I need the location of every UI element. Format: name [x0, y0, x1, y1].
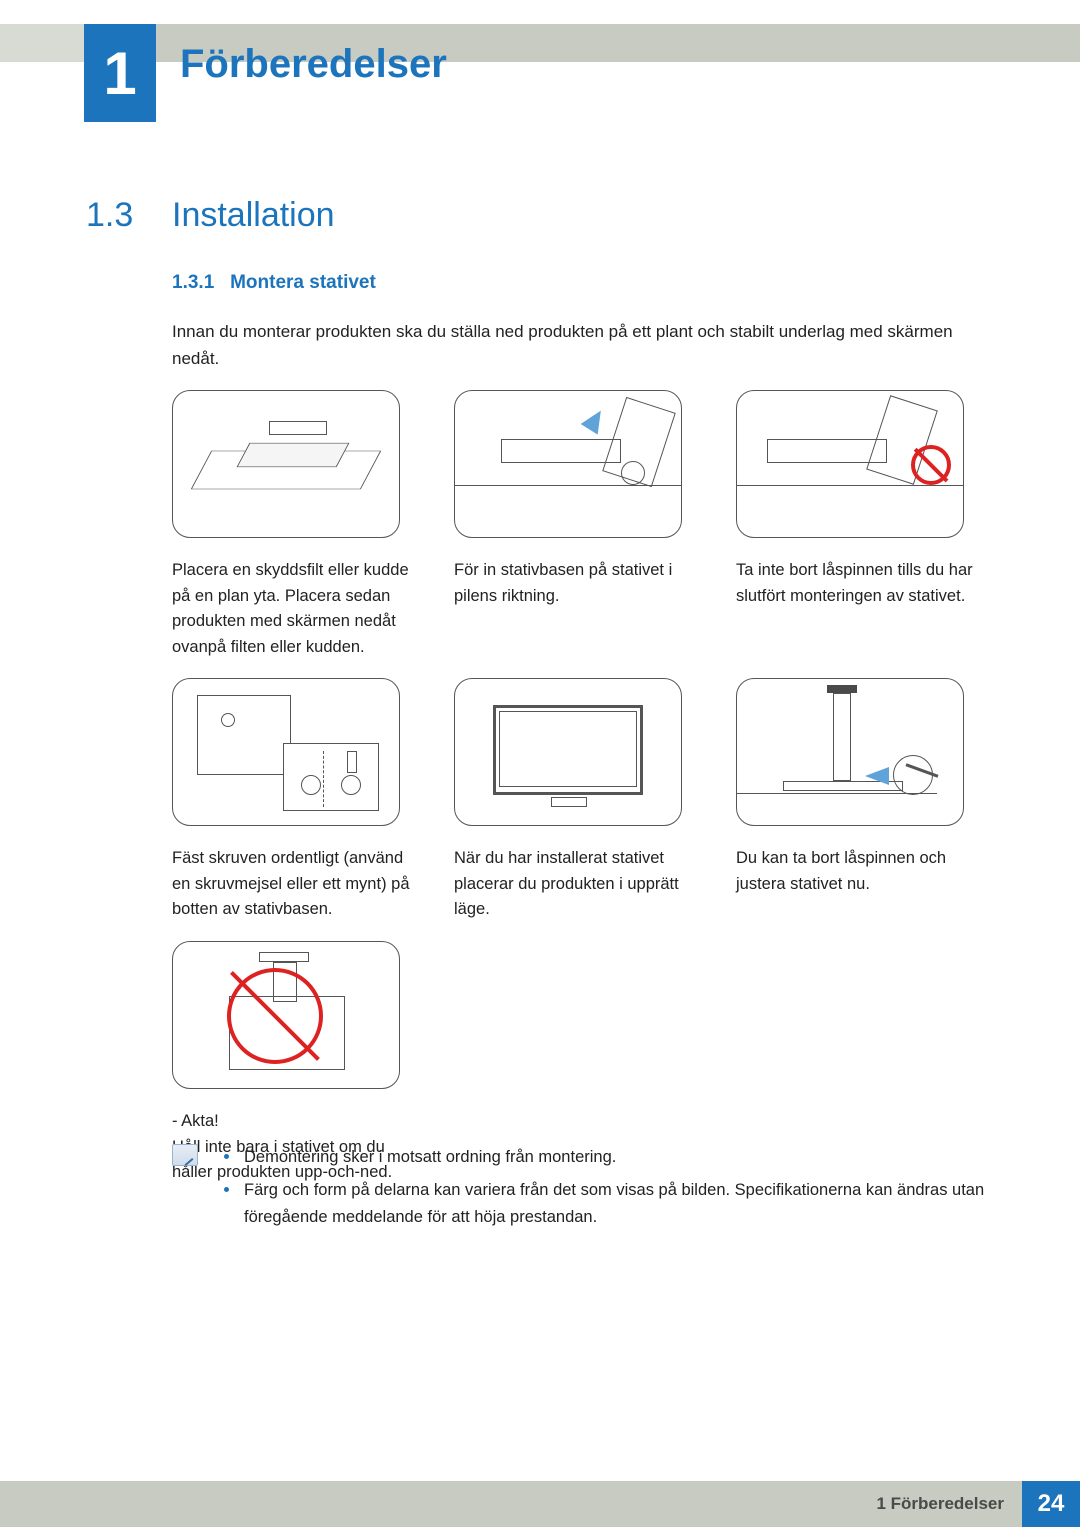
step-5-caption: När du har installerat stativet placerar… [454, 846, 699, 923]
intro-paragraph: Innan du monterar produkten ska du ställ… [172, 318, 994, 372]
step-3-illustration [736, 390, 964, 538]
footer-page-number: 24 [1022, 1481, 1080, 1527]
step-3: Ta inte bort låspinnen tills du har slut… [736, 390, 996, 660]
notes-list: Demontering sker i motsatt ordning från … [216, 1144, 994, 1238]
step-7-illustration [172, 941, 400, 1089]
step-1-illustration [172, 390, 400, 538]
step-6-caption: Du kan ta bort låspinnen och justera sta… [736, 846, 981, 897]
section-title: Installation [172, 196, 335, 235]
step-1-caption: Placera en skyddsfilt eller kudde på en … [172, 558, 417, 660]
step-5-illustration [454, 678, 682, 826]
step-6-illustration [736, 678, 964, 826]
assembly-steps-grid: Placera en skyddsfilt eller kudde på en … [172, 390, 1040, 1204]
chapter-number-badge: 1 [84, 24, 156, 122]
section-number: 1.3 [86, 196, 172, 235]
step-2-illustration [454, 390, 682, 538]
step-4-caption: Fäst skruven ordentligt (använd en skruv… [172, 846, 417, 923]
step-3-caption: Ta inte bort låspinnen tills du har slut… [736, 558, 981, 609]
note-icon [172, 1144, 198, 1166]
note-item-2: Färg och form på delarna kan variera frå… [216, 1177, 994, 1231]
header-bar-left [0, 24, 84, 62]
subsection-number: 1.3.1 [172, 272, 214, 293]
subsection-heading: 1.3.1 Montera stativet [172, 272, 376, 294]
notes-block: Demontering sker i motsatt ordning från … [172, 1144, 994, 1238]
step-2-caption: För in stativbasen på stativet i pilens … [454, 558, 699, 609]
page-footer: 1 Förberedelser 24 [0, 1481, 1080, 1527]
note-item-1: Demontering sker i motsatt ordning från … [216, 1144, 994, 1171]
step-7-warning: - Akta! [172, 1109, 417, 1135]
step-6: Du kan ta bort låspinnen och justera sta… [736, 678, 996, 923]
step-1: Placera en skyddsfilt eller kudde på en … [172, 390, 432, 660]
subsection-title: Montera stativet [230, 272, 376, 293]
step-4-illustration [172, 678, 400, 826]
chapter-number: 1 [103, 39, 136, 108]
step-2: För in stativbasen på stativet i pilens … [454, 390, 714, 660]
step-4: Fäst skruven ordentligt (använd en skruv… [172, 678, 432, 923]
step-5: När du har installerat stativet placerar… [454, 678, 714, 923]
section-heading: 1.3 Installation [86, 196, 335, 235]
chapter-title: Förberedelser [180, 42, 447, 87]
header-bar [0, 24, 1080, 62]
footer-chapter-label: 1 Förberedelser [0, 1481, 1022, 1527]
